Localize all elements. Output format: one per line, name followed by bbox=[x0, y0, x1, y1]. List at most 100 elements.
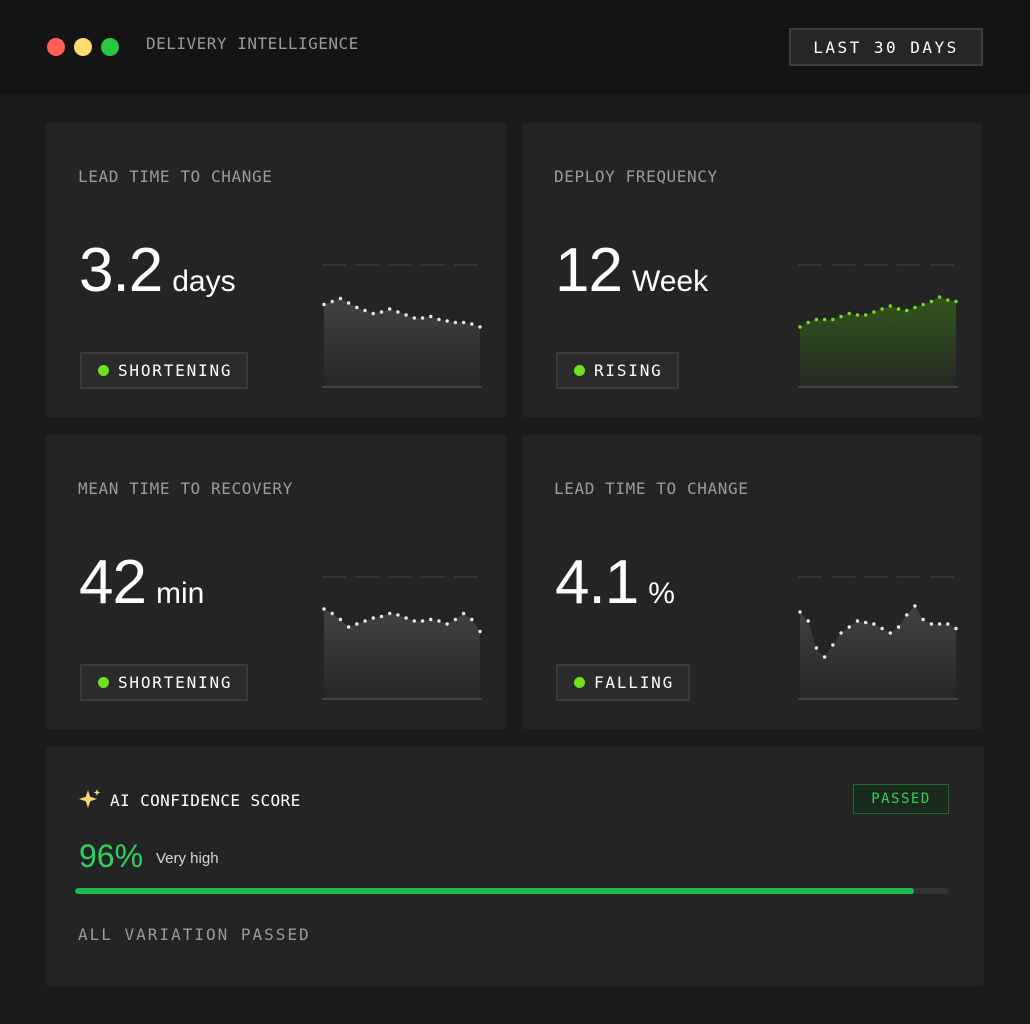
sparkline-point bbox=[429, 314, 433, 319]
sparkline-point bbox=[396, 613, 400, 617]
sparkline-point bbox=[387, 611, 392, 616]
status-dot-icon bbox=[98, 677, 109, 688]
metric-unit: min bbox=[155, 577, 205, 610]
sparkline-point bbox=[913, 305, 917, 310]
sparkline-point bbox=[929, 622, 934, 626]
sparkline-point bbox=[954, 626, 958, 631]
metric-value: 3.2 bbox=[79, 236, 163, 305]
sparkline-point bbox=[355, 305, 359, 310]
trend-badge-label: SHORTENING bbox=[118, 673, 233, 692]
sparkline-point bbox=[330, 611, 334, 616]
sparkline-point bbox=[822, 317, 827, 322]
window-close-button[interactable] bbox=[47, 38, 65, 56]
sparkline-point bbox=[814, 317, 819, 322]
sparkline-point bbox=[420, 619, 425, 623]
sparkline-point bbox=[338, 617, 343, 622]
sparkline-point bbox=[921, 617, 925, 622]
sparkline-chart bbox=[322, 264, 482, 388]
sparkline-point bbox=[847, 625, 851, 629]
sparkline-point bbox=[478, 325, 482, 329]
status-dot-icon bbox=[574, 365, 585, 376]
metric-label: MEAN TIME TO RECOVERY bbox=[78, 479, 293, 498]
sparkline-point bbox=[863, 620, 868, 625]
metric-label: DEPLOY FREQUENCY bbox=[554, 167, 718, 186]
sparkline-point bbox=[806, 619, 810, 623]
ai-confidence-title: AI CONFIDENCE SCORE bbox=[110, 791, 301, 810]
sparkline-point bbox=[429, 617, 433, 622]
sparkline-point bbox=[338, 296, 343, 301]
metric-value: 12 bbox=[555, 236, 623, 305]
sparkline-point bbox=[355, 622, 359, 626]
sparkline-point bbox=[880, 307, 884, 311]
sparkline-point bbox=[453, 617, 458, 622]
window-maximize-button[interactable] bbox=[101, 38, 119, 56]
sparkline-point bbox=[346, 301, 351, 305]
metric-value-group: 4.1% bbox=[555, 547, 675, 618]
sparkline-point bbox=[929, 299, 934, 304]
sparkline-point bbox=[905, 308, 909, 313]
sparkline-point bbox=[831, 643, 835, 647]
sparkline-point bbox=[831, 317, 835, 322]
sparkline-point bbox=[880, 626, 884, 631]
sparkline-point bbox=[822, 655, 827, 659]
sparkline-chart bbox=[322, 576, 482, 700]
sparkline-point bbox=[863, 313, 868, 317]
trend-badge-label: SHORTENING bbox=[118, 361, 233, 380]
sparkline-point bbox=[437, 619, 441, 623]
sparkline-point bbox=[839, 631, 843, 635]
sparkline-point bbox=[445, 319, 449, 323]
sparkline-point bbox=[363, 619, 367, 623]
sparkline-point bbox=[461, 611, 466, 616]
sparkle-icon bbox=[79, 789, 101, 808]
app-title: DELIVERY INTELLIGENCE bbox=[146, 34, 359, 53]
sparkline-point bbox=[855, 313, 860, 317]
sparkline-point bbox=[404, 616, 408, 620]
sparkline-point bbox=[322, 607, 326, 611]
sparkline-point bbox=[872, 622, 876, 626]
metric-label: LEAD TIME TO CHANGE bbox=[78, 167, 273, 186]
confidence-progress-fill bbox=[75, 888, 915, 894]
sparkline-point bbox=[470, 617, 474, 622]
sparkline-point bbox=[379, 310, 384, 314]
metric-label: LEAD TIME TO CHANGE bbox=[554, 479, 749, 498]
date-range-button[interactable]: LAST 30 DAYS bbox=[789, 28, 983, 66]
ai-confidence-panel: AI CONFIDENCE SCORE PASSED 96% Very high… bbox=[46, 746, 984, 986]
metric-value-group: 42 min bbox=[79, 547, 204, 618]
sparkline-area bbox=[324, 298, 480, 387]
sparkline-point bbox=[470, 322, 474, 326]
sparkline-point bbox=[855, 619, 860, 623]
trend-badge: FALLING bbox=[556, 664, 691, 701]
sparkline-point bbox=[387, 307, 392, 311]
sparkline-point bbox=[404, 313, 408, 317]
metric-card-change-failure: LEAD TIME TO CHANGE 4.1% FALLING bbox=[522, 435, 982, 729]
metric-value-group: 3.2 days bbox=[79, 235, 236, 306]
confidence-progress-bar bbox=[75, 888, 949, 894]
sparkline-point bbox=[346, 625, 351, 629]
sparkline-point bbox=[478, 629, 482, 634]
sparkline-point bbox=[322, 302, 326, 307]
title-bar: DELIVERY INTELLIGENCE LAST 30 DAYS bbox=[0, 0, 1030, 94]
window-minimize-button[interactable] bbox=[74, 38, 92, 56]
sparkline-point bbox=[420, 316, 425, 320]
sparkline-point bbox=[954, 299, 958, 304]
metric-card-deploy-frequency: DEPLOY FREQUENCY 12 Week RISING bbox=[522, 123, 982, 417]
trend-badge-label: RISING bbox=[594, 361, 663, 380]
sparkline-point bbox=[896, 625, 901, 629]
sparkline-point bbox=[379, 614, 384, 619]
status-dot-icon bbox=[98, 365, 109, 376]
sparkline-point bbox=[814, 646, 819, 650]
sparkline-point bbox=[896, 307, 901, 311]
sparkline-point bbox=[330, 299, 334, 304]
sparkline-point bbox=[371, 311, 375, 316]
metric-unit: days bbox=[172, 265, 236, 298]
metric-unit: % bbox=[648, 577, 675, 610]
trend-badge: SHORTENING bbox=[80, 352, 249, 389]
sparkline-point bbox=[888, 631, 893, 635]
confidence-score-label: Very high bbox=[156, 850, 219, 867]
sparkline-point bbox=[371, 616, 375, 620]
sparkline-point bbox=[946, 622, 950, 626]
trend-badge: SHORTENING bbox=[80, 664, 249, 701]
sparkline-point bbox=[806, 320, 810, 325]
status-dot-icon bbox=[574, 677, 585, 688]
sparkline-point bbox=[453, 320, 458, 325]
